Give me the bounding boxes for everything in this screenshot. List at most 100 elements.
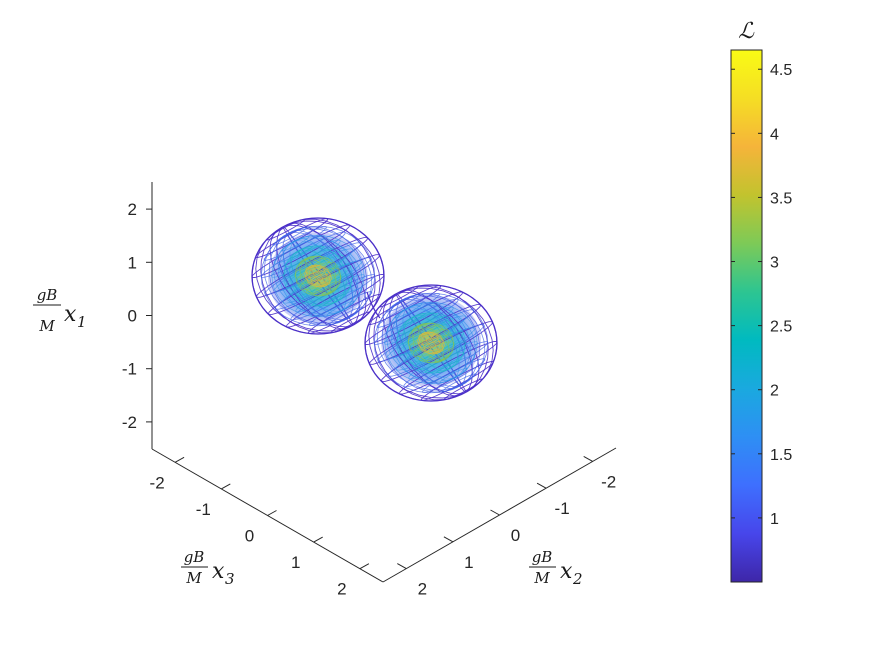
right-floor-axis-tick-label: -2 <box>601 472 616 491</box>
lobe-lower-right-mesh-line-meridian <box>406 305 460 378</box>
lobe-upper-left-mesh-line-parallel <box>310 274 332 287</box>
lobe-upper-left-mesh-line-parallel <box>313 281 341 297</box>
lobe-upper-left-mesh-line-parallel <box>274 248 354 292</box>
lobe-lower-right-mesh-line-parallel <box>441 373 476 393</box>
left-floor-axis-tick-label: -1 <box>196 500 211 519</box>
lobe-upper-left-mesh-line-parallel <box>328 306 363 326</box>
vertical-axis-ticks: 2 1 0 -1 -2 <box>122 200 152 432</box>
left-floor-axis-tick <box>267 510 277 516</box>
right-floor-axis-tick <box>443 536 454 543</box>
lobe-upper-left-mesh-line-meridian <box>299 247 339 302</box>
lobe-upper-left-mesh-line-parallel <box>312 284 352 307</box>
colorbar-tick-label: 3.5 <box>770 190 792 207</box>
lobe-upper-left-mesh-line-meridian <box>299 245 347 302</box>
vertical-axis-label-sub: 1 <box>77 313 87 331</box>
colorbar: ℒ 4.5 4 3.5 3 2.5 2 1.5 1 <box>730 19 792 583</box>
lobe-upper-left-mesh-line-parallel <box>295 261 337 285</box>
lobe-lower-right-mesh-line-parallel <box>423 341 445 354</box>
colorbar-tick-label: 2 <box>770 383 779 400</box>
colorbar-frame <box>730 49 763 583</box>
left-floor-axis-tick-label: 0 <box>245 527 254 546</box>
left-floor-axis-label-num: gB <box>184 548 205 566</box>
left-floor-axis-label-den: M <box>185 569 202 587</box>
lobe-lower-right-mesh-line-meridian <box>419 324 455 361</box>
lobe-upper-left-mesh-line-parallel <box>290 245 312 258</box>
lobe-lower-right-mesh-line-meridian <box>419 322 450 361</box>
left-floor-axis-tick-label: -2 <box>150 473 165 492</box>
vertical-axis-label-var: x <box>64 302 77 327</box>
right-floor-axis-ticks: 2 1 0 -1 -2 <box>397 455 616 599</box>
colorbar-tick-label: 2.5 <box>770 319 792 336</box>
lobe-upper-left-mesh-line-meridian <box>289 241 343 314</box>
lobe-upper-left-mesh-line-parallel <box>321 287 337 296</box>
lobe-lower-right-mesh-line-meridian <box>396 285 489 393</box>
colorbar-gradient <box>731 50 762 582</box>
lobe-lower-right-mesh-line-parallel <box>437 361 459 374</box>
lobe-upper-left <box>251 217 385 335</box>
lobe-upper-left-mesh-line-parallel <box>299 256 315 265</box>
lobe-lower-right-mesh-line-parallel <box>408 322 436 338</box>
right-floor-axis-label-sub: 2 <box>572 570 583 588</box>
right-floor-axis-tick-label: 2 <box>418 580 427 599</box>
lobe-upper-left-mesh-line-meridian <box>283 218 376 326</box>
axes-3d <box>151 182 617 583</box>
lobe-lower-right-mesh-line-meridian <box>412 314 452 369</box>
lobe-upper-left-mesh-line-meridian <box>293 235 365 311</box>
left-floor-axis-tick <box>359 563 370 570</box>
lobe-lower-right-mesh-line-meridian <box>402 308 456 381</box>
right-floor-axis-label-var: x <box>560 559 573 584</box>
lobe-upper-left-mesh-line-meridian <box>300 249 346 302</box>
lobe-upper-left-mesh-line-parallel <box>324 294 346 307</box>
colorbar-tick-label: 4 <box>770 126 779 143</box>
colorbar-tick-label: 4.5 <box>770 62 792 79</box>
lobe-upper-left-mesh-line-parallel <box>306 274 342 295</box>
lobe-lower-right-mesh-line-meridian <box>406 307 467 378</box>
lobe-lower-right-mesh-line-parallel <box>426 348 454 364</box>
left-floor-axis-tick <box>313 536 323 543</box>
lobe-upper-left-mesh-line-parallel <box>295 255 323 271</box>
right-floor-axis-label: gB M x 2 <box>529 548 583 588</box>
vertical-axis-tick-label: -2 <box>122 413 137 432</box>
lobe-lower-right-mesh-line-parallel <box>420 337 445 352</box>
vertical-axis-tick-label: 2 <box>128 200 137 219</box>
lobe-lower-right-mesh-line-parallel <box>434 354 450 363</box>
lobe-lower-right-mesh-line-parallel <box>417 332 439 345</box>
colorbar-tick-label: 1 <box>770 511 779 528</box>
lobe-lower-right-mesh-line-parallel <box>387 315 467 359</box>
vertical-axis-label-num: gB <box>37 286 58 304</box>
right-floor-axis-tick-label: -1 <box>555 499 570 518</box>
lobe-lower-right-mesh-line-parallel <box>420 331 430 338</box>
vertical-axis-tick-label: 1 <box>128 253 137 272</box>
lobe-lower-right-mesh-line-meridian <box>373 293 466 401</box>
left-floor-axis-label-var: x <box>212 559 225 584</box>
lobe-lower-right-mesh-line-parallel <box>386 302 439 331</box>
lobe-lower-right-mesh-line-parallel <box>419 341 455 362</box>
lobe-lower-right-outline <box>364 284 498 402</box>
lobe-upper-left-mesh-line-parallel <box>284 245 324 268</box>
lobe-upper-left-mesh-line-meridian <box>293 240 354 311</box>
right-floor-axis-label-num: gB <box>532 548 553 566</box>
right-floor-axis-tick <box>490 509 500 516</box>
lobe-lower-right-mesh-line-parallel <box>394 302 423 319</box>
lobe-lower-right-mesh-line-meridian <box>395 300 461 390</box>
colorbar-tick-label: 1.5 <box>770 447 792 464</box>
lobe-lower-right-mesh-line-meridian <box>407 325 443 362</box>
right-floor-axis-tick <box>397 563 407 570</box>
colorbar-tick-label: 3 <box>770 255 779 272</box>
left-floor-axis-tick <box>174 456 185 463</box>
left-floor-axis-tick-label: 1 <box>291 553 300 572</box>
right-floor-axis-tick <box>536 482 547 489</box>
lobe-upper-left-mesh-line-meridian <box>282 233 348 323</box>
lobe-upper-left-mesh-line-parallel <box>263 226 327 261</box>
lobe-lower-right-mesh-line-meridian <box>401 296 467 386</box>
left-floor-axis-tick-label: 2 <box>337 580 346 599</box>
lobe-upper-left-mesh-line-meridian <box>306 255 337 294</box>
lobe-lower-right-mesh-line-meridian <box>406 302 478 378</box>
right-floor-axis-tick <box>583 455 593 462</box>
lobe-upper-left-mesh-line-parallel <box>307 264 317 271</box>
lobe-lower-right-mesh-line-parallel <box>439 367 468 384</box>
lobe-upper-left-mesh-line-meridian <box>271 241 343 317</box>
lobe-lower-right-mesh-line-meridian <box>406 302 471 378</box>
lobe-lower-right-mesh-line-meridian <box>376 300 461 391</box>
right-floor-axis-label-den: M <box>533 569 550 587</box>
